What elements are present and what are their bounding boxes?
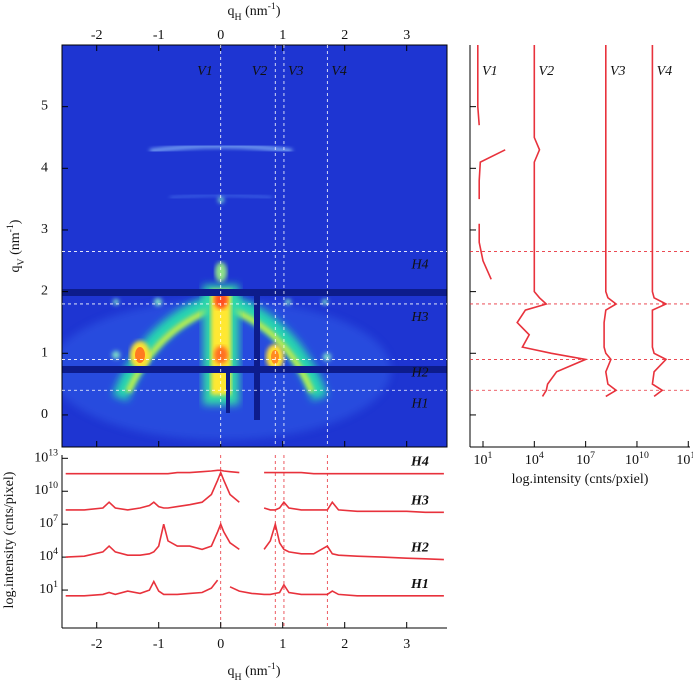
- x-tick-label: -1: [153, 637, 165, 652]
- x-tick-label: 1: [279, 637, 286, 652]
- top-x-tick-label: 3: [403, 28, 410, 43]
- y-tick-label: 3: [41, 222, 48, 237]
- cut-label: H2: [410, 366, 428, 381]
- cut-label: H4: [410, 258, 428, 273]
- y-tick-label: 1013: [34, 447, 58, 465]
- cut-label: H3: [410, 310, 428, 325]
- series-label: H2: [410, 541, 429, 556]
- x-tick-label: 0: [217, 637, 224, 652]
- series-label: V2: [539, 64, 555, 79]
- y-tick-label: 104: [39, 546, 58, 564]
- top-x-title: qH (nm-1): [228, 1, 281, 23]
- y-tick-label: 4: [41, 161, 48, 176]
- series-label: H4: [410, 455, 429, 470]
- profile-line: [65, 469, 444, 475]
- right-x-title: log.intensity (cnts/pxiel): [512, 472, 649, 487]
- x-tick-label: 2: [341, 637, 348, 652]
- x-tick-label: 107: [576, 450, 595, 468]
- profile-line: [516, 45, 589, 397]
- series-label: V1: [482, 64, 498, 79]
- y-tick-label: 2: [41, 284, 48, 299]
- y-tick-label: 1: [41, 346, 48, 361]
- bottom-y-title: log.intensity (cnts/pixel): [2, 471, 17, 608]
- y-tick-label: 0: [41, 407, 48, 422]
- profile-line: [477, 45, 506, 280]
- x-tick-label: 1010: [625, 450, 649, 468]
- bottom-x-title: qH (nm-1): [228, 661, 281, 683]
- y-title: qV (nm-1): [5, 219, 27, 272]
- cut-label: V2: [252, 64, 268, 79]
- top-x-tick-label: 2: [341, 28, 348, 43]
- image-frame: [61, 44, 448, 448]
- profile-line: [65, 470, 444, 514]
- x-tick-label: 104: [525, 450, 544, 468]
- x-tick-label: -2: [91, 637, 103, 652]
- top-x-tick-label: 0: [217, 28, 224, 43]
- series-label: V4: [657, 64, 673, 79]
- series-label: H3: [410, 494, 429, 509]
- y-tick-label: 107: [39, 513, 58, 531]
- series-label: V3: [610, 64, 626, 79]
- cut-label: V4: [331, 64, 347, 79]
- series-label: H1: [410, 577, 429, 592]
- top-x-tick-label: -1: [153, 28, 165, 43]
- y-tick-label: 1010: [34, 480, 58, 498]
- cut-label: V3: [288, 64, 304, 79]
- profile-line: [65, 521, 444, 561]
- profile-line: [603, 45, 618, 398]
- cut-label: V1: [197, 64, 213, 79]
- top-x-tick-label: 1: [279, 28, 286, 43]
- x-tick-label: 1013: [676, 450, 693, 468]
- scattering-image: [62, 45, 447, 447]
- x-tick-label: 3: [403, 637, 410, 652]
- y-tick-label: 101: [39, 579, 58, 597]
- top-x-tick-label: -2: [91, 28, 103, 43]
- y-tick-label: 5: [41, 99, 48, 114]
- profile-line: [65, 579, 444, 597]
- x-tick-label: 101: [474, 450, 493, 468]
- cut-label: H1: [410, 396, 428, 411]
- profile-line: [651, 45, 668, 398]
